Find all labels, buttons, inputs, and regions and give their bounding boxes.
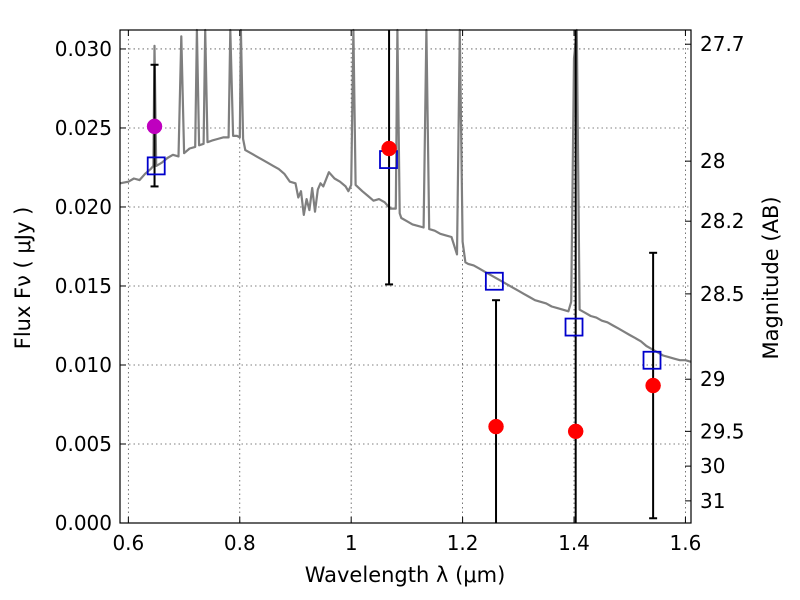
observed-point	[146, 118, 163, 135]
observed-point	[645, 377, 661, 394]
observed-points	[146, 118, 661, 440]
y-tick-label: 0.000	[55, 511, 112, 535]
x-tick-labels: 0.6 0.8 1 1.2 1.4 1.6	[112, 531, 701, 555]
observed-point	[381, 140, 397, 157]
magnitude-tick-labels: 27.7 28 28.2 28.5 29 29.5 30 31	[700, 32, 745, 513]
magnitude-tick-label: 28.2	[700, 209, 745, 233]
model-point	[484, 271, 504, 291]
y-tick-label: 0.015	[55, 274, 112, 298]
model-point	[642, 350, 662, 370]
error-bars	[150, 30, 658, 523]
x-tick-label: 0.6	[112, 531, 144, 555]
model-point	[146, 156, 166, 176]
observed-point	[488, 418, 504, 435]
x-axis-title: Wavelength λ (μm)	[305, 563, 506, 587]
magnitude-tick-label: 29	[700, 367, 725, 391]
magnitude-tick-label: 28	[700, 149, 725, 173]
y-axis-title: Flux Fν ( μJy )	[11, 207, 35, 350]
magnitude-tick-label: 28.5	[700, 282, 745, 306]
y-tick-label: 0.025	[55, 116, 112, 140]
model-point	[564, 317, 584, 337]
x-tick-label: 1.4	[558, 531, 590, 555]
x-tick-label: 1.2	[447, 531, 479, 555]
y-tick-label: 0.010	[55, 353, 112, 377]
plot-frame	[119, 29, 692, 524]
magnitude-tick-label: 27.7	[700, 32, 745, 56]
magnitude-tick-label: 29.5	[700, 419, 745, 443]
magnitude-tick-label: 30	[700, 454, 725, 478]
y-tick-label: 0.030	[55, 37, 112, 61]
observed-point	[567, 423, 584, 440]
x-tick-label: 1.6	[670, 531, 702, 555]
x-tick-label: 0.8	[224, 531, 256, 555]
x-tick-label: 1	[345, 531, 358, 555]
y-tick-labels: 0.000 0.005 0.010 0.015 0.020 0.025 0.030	[55, 37, 112, 535]
model-points	[146, 150, 662, 370]
y-tick-label: 0.020	[55, 195, 112, 219]
y-tick-label: 0.005	[55, 432, 112, 456]
y2-axis-title: Magnitude (AB)	[759, 196, 783, 359]
axis-ticks	[120, 30, 691, 524]
magnitude-tick-label: 31	[700, 489, 725, 513]
